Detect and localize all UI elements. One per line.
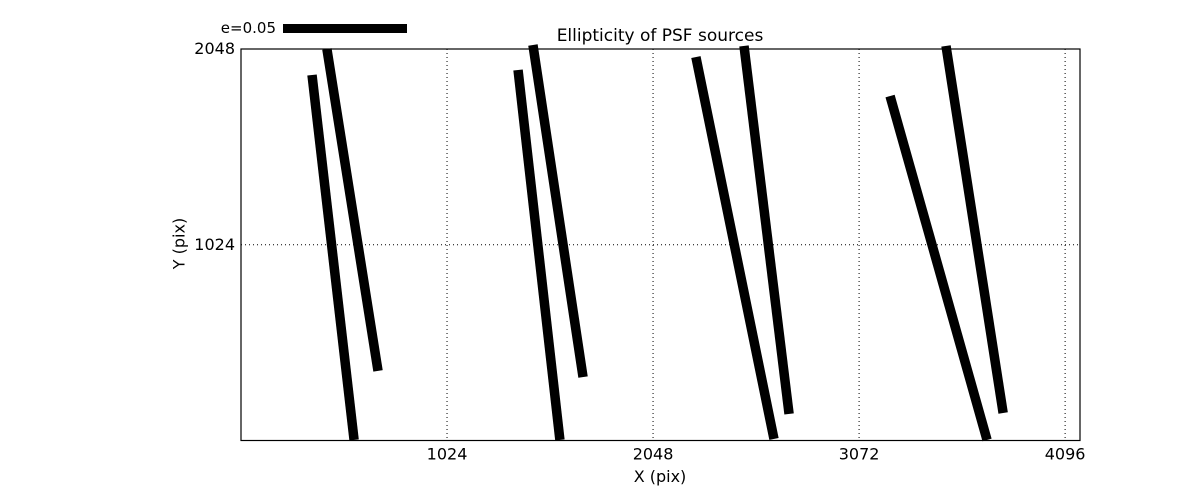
ellipticity-whisker (885, 94, 992, 442)
ellipticity-whisker (739, 45, 794, 415)
chart-title: Ellipticity of PSF sources (556, 26, 764, 46)
ellipticity-whisker (528, 44, 588, 378)
x-tick-label: 2048 (633, 445, 674, 464)
y-tick-label: 2048 (194, 39, 235, 58)
x-tick-label: 1024 (427, 445, 468, 464)
x-axis-label: X (pix) (633, 467, 687, 486)
ellipticity-whisker (322, 48, 383, 372)
ellipticity-whisker (513, 69, 565, 441)
axes-frame (240, 48, 1081, 442)
x-tick-label: 4096 (1045, 445, 1086, 464)
x-tick-label: 3072 (839, 445, 880, 464)
y-tick-label: 1024 (194, 235, 235, 254)
ellipticity-whisker (941, 45, 1008, 414)
ellipticity-whisker (691, 56, 779, 440)
legend-whisker-bar (283, 24, 407, 33)
ellipticity-whisker (307, 74, 359, 441)
legend-label: e=0.05 (220, 19, 276, 37)
